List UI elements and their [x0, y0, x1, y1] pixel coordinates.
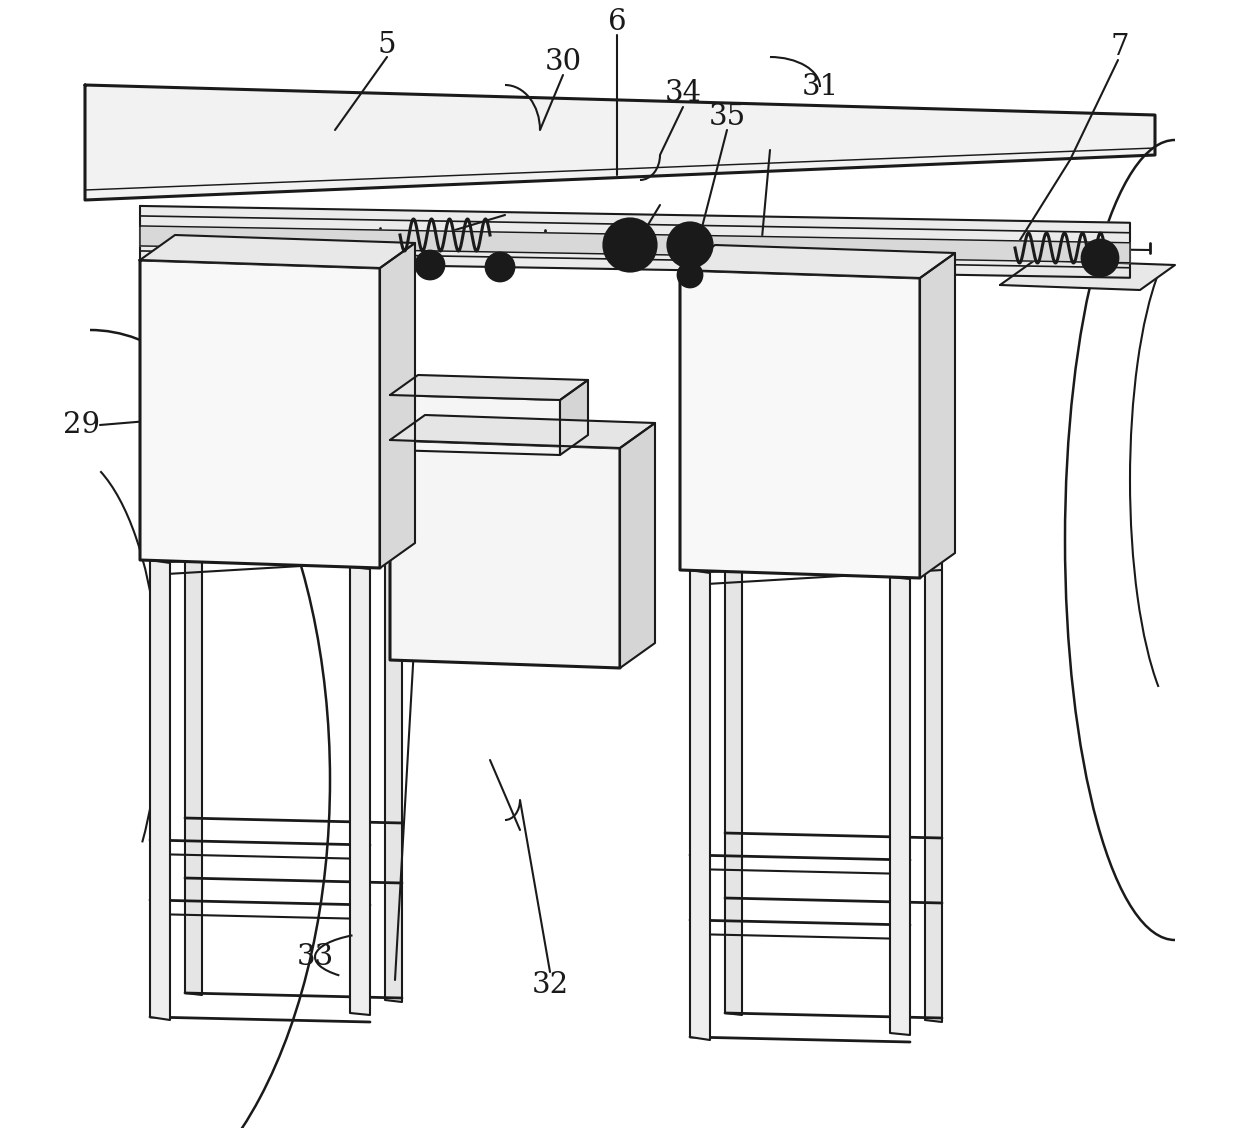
Text: 30: 30: [544, 49, 582, 76]
Polygon shape: [999, 259, 1176, 290]
Polygon shape: [86, 85, 1154, 200]
Circle shape: [1083, 240, 1118, 276]
Circle shape: [635, 256, 641, 262]
Circle shape: [619, 228, 625, 235]
Polygon shape: [140, 235, 415, 268]
Polygon shape: [680, 270, 920, 578]
Text: 6: 6: [608, 8, 626, 36]
Polygon shape: [150, 559, 170, 1020]
Polygon shape: [890, 578, 910, 1036]
Circle shape: [604, 219, 656, 271]
Polygon shape: [620, 423, 655, 668]
Circle shape: [644, 243, 649, 248]
Circle shape: [668, 223, 712, 267]
Circle shape: [495, 262, 505, 272]
Polygon shape: [384, 545, 402, 1002]
Polygon shape: [140, 206, 1130, 277]
Circle shape: [1092, 252, 1107, 265]
Polygon shape: [680, 245, 955, 277]
Circle shape: [682, 237, 698, 253]
Circle shape: [425, 259, 435, 270]
Polygon shape: [725, 548, 742, 1015]
Circle shape: [415, 252, 444, 279]
Text: 32: 32: [532, 971, 569, 999]
Circle shape: [635, 228, 641, 235]
Polygon shape: [689, 570, 711, 1040]
Polygon shape: [391, 440, 620, 668]
Polygon shape: [185, 538, 202, 995]
Polygon shape: [379, 243, 415, 569]
Polygon shape: [920, 253, 955, 578]
Circle shape: [486, 253, 515, 281]
Circle shape: [678, 263, 702, 287]
Text: 5: 5: [378, 30, 397, 59]
Polygon shape: [391, 415, 655, 448]
Circle shape: [620, 235, 640, 255]
Polygon shape: [140, 259, 379, 569]
Text: 33: 33: [296, 943, 334, 971]
Text: 7: 7: [1111, 33, 1130, 61]
Text: 31: 31: [801, 73, 838, 102]
Polygon shape: [140, 226, 1130, 263]
Circle shape: [611, 243, 618, 248]
Text: 29: 29: [63, 411, 100, 439]
Circle shape: [619, 256, 625, 262]
Polygon shape: [925, 555, 942, 1022]
Polygon shape: [391, 374, 588, 400]
Text: 35: 35: [708, 103, 745, 131]
Polygon shape: [350, 567, 370, 1015]
Polygon shape: [560, 380, 588, 455]
Circle shape: [686, 271, 694, 279]
Text: 34: 34: [665, 79, 702, 107]
Polygon shape: [391, 395, 560, 455]
